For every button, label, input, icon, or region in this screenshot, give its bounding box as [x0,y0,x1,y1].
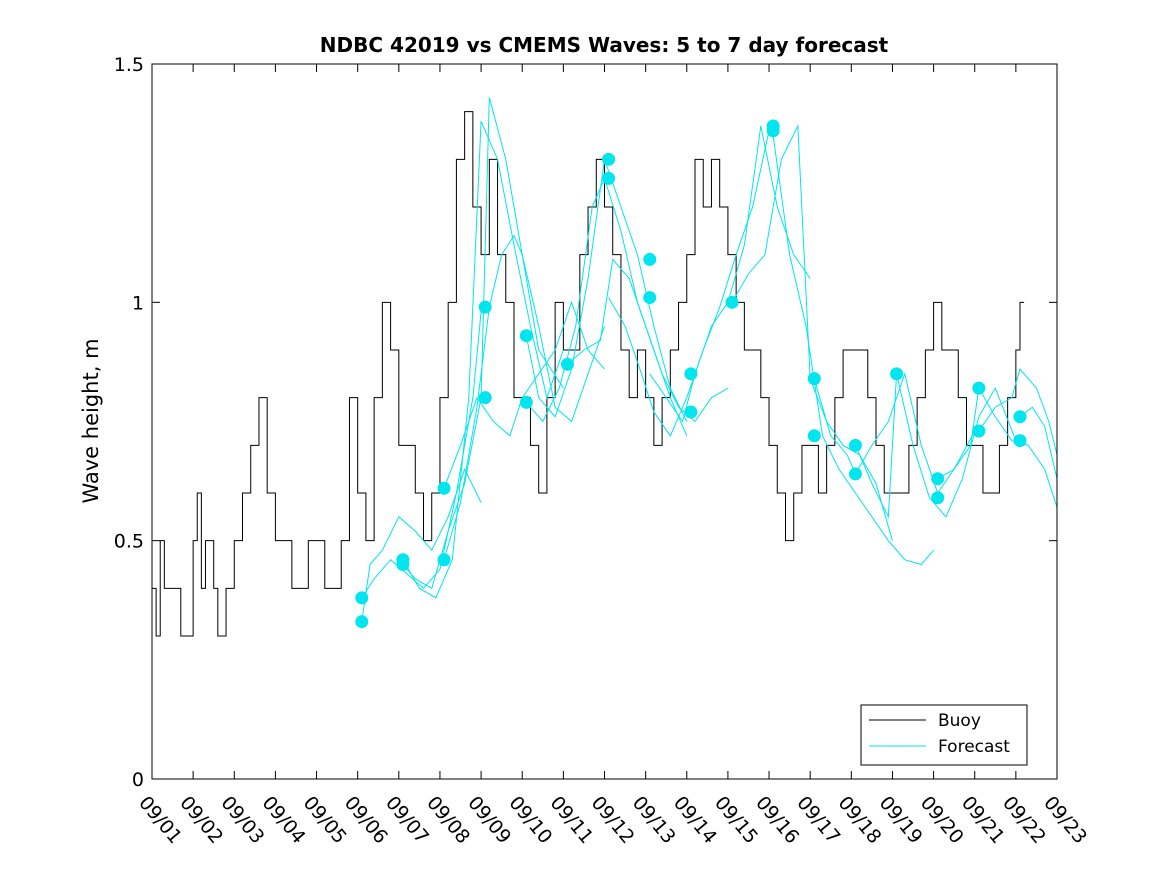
forecast-series-line [978,368,1058,455]
forecast-series-line [854,373,1017,519]
forecast-series-line [1019,406,1058,479]
legend-box [860,704,1028,766]
forecast-series-line [772,135,934,566]
x-tick-label: 09/10 [504,792,556,848]
y-axis-label: Wave height, m [79,338,103,503]
forecast-marker [766,119,780,133]
plot-series-group [152,97,1058,637]
buoy-series-line [152,111,1025,637]
forecast-marker [972,381,986,395]
x-tick-label: 09/20 [916,792,968,848]
x-tick-label: 09/11 [546,792,598,848]
forecast-marker [1013,434,1027,448]
forecast-marker [848,467,862,481]
forecast-marker [848,438,862,452]
forecast-marker [355,591,369,605]
forecast-marker [437,481,451,495]
forecast-series-line [608,130,770,437]
forecast-marker [478,300,492,314]
forecast-marker [931,491,945,505]
forecast-marker [684,405,698,419]
x-tick-label: 09/07 [381,792,433,848]
forecast-marker [602,152,616,166]
forecast-series-line [443,234,605,560]
x-tick-label: 09/21 [957,792,1009,848]
x-tick-label: 09/16 [751,792,803,848]
forecast-marker [519,329,533,343]
forecast-marker [890,367,904,381]
forecast-series-line [937,386,1058,508]
forecast-marker [972,424,986,438]
x-tick-label: 09/02 [175,792,227,848]
x-tick-label: 09/15 [710,792,762,848]
x-tick-label: 09/13 [628,792,680,848]
forecast-marker [807,372,821,386]
forecast-marker [931,472,945,486]
forecast-marker [725,295,739,309]
forecast-marker [807,429,821,443]
x-tick-label: 09/19 [875,792,927,848]
x-tick-label: 09/06 [340,792,392,848]
chart-title: NDBC 42019 vs CMEMS Waves: 5 to 7 day fo… [320,33,889,57]
y-tick-label: 0.5 [114,531,144,553]
forecast-series-line [402,121,564,599]
y-axis-ticks: 0 0.5 1 1.5 [114,54,1057,791]
forecast-marker [560,357,574,371]
legend: Buoy Forecast [860,704,1028,766]
x-tick-label: 09/08 [422,792,474,848]
y-tick-label: 1.5 [114,54,144,76]
x-tick-label: 09/03 [216,792,268,848]
x-tick-label: 09/05 [299,792,351,848]
forecast-marker [602,171,616,185]
forecast-series-line [361,311,482,599]
forecast-marker [643,291,657,305]
forecast-marker [355,615,369,629]
forecast-marker [643,252,657,266]
forecast-series-line [813,372,976,495]
forecast-marker [437,553,451,567]
x-tick-label: 09/01 [134,792,186,848]
x-tick-label: 09/22 [998,792,1050,848]
x-tick-label: 09/04 [258,792,310,848]
forecast-marker [478,391,492,405]
x-tick-label: 09/12 [587,792,639,848]
legend-buoy-label: Buoy [938,711,981,731]
y-tick-label: 0 [132,769,144,791]
legend-forecast-label: Forecast [938,737,1010,757]
forecast-marker [684,367,698,381]
y-tick-label: 1 [132,292,144,314]
x-tick-label: 09/14 [669,792,721,848]
x-tick-label: 09/23 [1039,792,1091,848]
forecast-marker [1013,410,1027,424]
x-tick-label: 09/09 [463,792,515,848]
forecast-marker [396,553,410,567]
forecast-marker [519,395,533,409]
x-tick-label: 09/18 [833,792,885,848]
forecast-series-line [361,467,482,622]
forecast-series-line [567,258,729,423]
x-tick-label: 09/17 [792,792,844,848]
